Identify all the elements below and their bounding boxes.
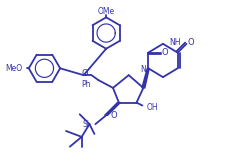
Text: O: O	[110, 111, 116, 120]
Text: O: O	[161, 48, 168, 57]
Polygon shape	[104, 103, 120, 115]
Text: OMe: OMe	[97, 7, 114, 16]
Text: O: O	[81, 69, 88, 78]
Text: MeO: MeO	[5, 64, 22, 73]
Text: OH: OH	[146, 103, 157, 112]
Text: O: O	[186, 38, 193, 47]
Polygon shape	[141, 68, 149, 88]
Text: Ph: Ph	[81, 81, 90, 89]
Text: Si: Si	[82, 120, 89, 129]
Text: NH: NH	[168, 38, 180, 47]
Text: N: N	[140, 65, 146, 74]
